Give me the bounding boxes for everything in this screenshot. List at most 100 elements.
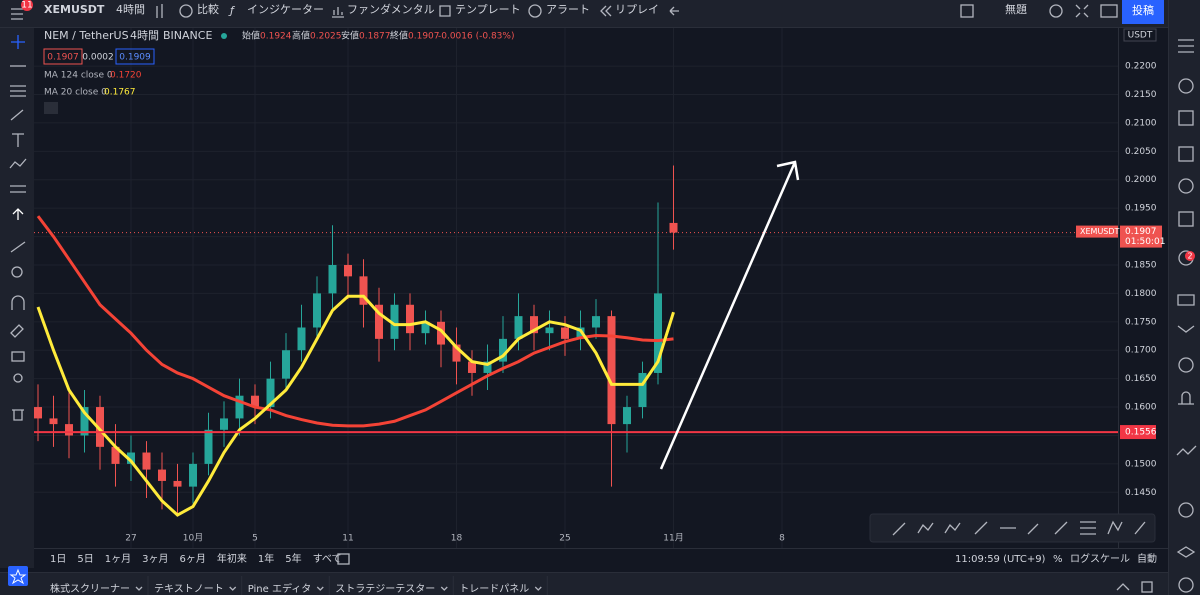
- spread: 0.0002: [82, 53, 114, 63]
- sidebar-icons[interactable]: [1176, 39, 1197, 593]
- legend-exchange: BINANCE: [163, 29, 212, 42]
- range-button[interactable]: 5年: [285, 552, 301, 565]
- candle-body: [669, 222, 678, 233]
- log-toggle[interactable]: ログスケール: [1070, 552, 1130, 565]
- range-button[interactable]: すべて: [313, 553, 342, 565]
- currency-box[interactable]: [1123, 28, 1157, 42]
- candle-body: [251, 395, 259, 408]
- candle-body: [297, 327, 306, 351]
- range-button[interactable]: 1ヶ月: [105, 553, 131, 565]
- right-sidebar: [1168, 0, 1200, 595]
- percent-toggle[interactable]: %: [1053, 554, 1063, 565]
- alert-icon[interactable]: [528, 4, 542, 18]
- y-tick-label: 0.1850: [1125, 260, 1157, 270]
- countdown: 01:50:01: [1125, 237, 1165, 247]
- candle-body: [654, 293, 662, 373]
- fullscreen-icon[interactable]: [1075, 4, 1089, 18]
- candle-body: [220, 418, 228, 430]
- bottom-panel: [0, 572, 1200, 595]
- arrow-annotation[interactable]: [659, 160, 800, 470]
- templates-icon[interactable]: [439, 5, 451, 17]
- ma124-value: 0.1720: [110, 71, 142, 81]
- candle-body: [235, 395, 244, 419]
- replay[interactable]: リプレイ: [615, 3, 659, 16]
- panel-tab[interactable]: 株式スクリーナー: [50, 582, 130, 595]
- indicators[interactable]: インジケーター: [247, 3, 324, 16]
- settings-icon[interactable]: [1049, 4, 1063, 18]
- range-button[interactable]: 1年: [258, 552, 274, 565]
- candle-body: [452, 344, 461, 362]
- panel-tab[interactable]: テキストノート: [154, 584, 224, 595]
- symbol-tag: [1076, 225, 1118, 238]
- high-label: 高値: [292, 30, 310, 42]
- candle-body: [592, 316, 600, 328]
- compare-icon[interactable]: [179, 4, 193, 18]
- candle-body: [421, 321, 430, 334]
- fundamentals-icon[interactable]: [332, 7, 344, 18]
- menu-icon[interactable]: [11, 8, 23, 20]
- hline-tag: [1120, 425, 1156, 440]
- sidebar-badge: [1185, 251, 1195, 261]
- chart-style-icon[interactable]: [156, 4, 163, 18]
- layout-icon[interactable]: [960, 4, 974, 18]
- undo[interactable]: [669, 6, 679, 16]
- layout-name[interactable]: 無題: [1005, 2, 1027, 16]
- legend-pair: NEM / TetherUS: [44, 29, 129, 42]
- watch-button[interactable]: [8, 566, 28, 586]
- alert[interactable]: アラート: [546, 3, 590, 16]
- templates[interactable]: テンプレート: [455, 3, 521, 16]
- publish-button[interactable]: [1122, 0, 1164, 24]
- x-tick-label: 11月: [663, 533, 683, 544]
- plot: 27 10月 5 11 18 25 11月 8: [34, 165, 1118, 544]
- range-button[interactable]: 年初来: [217, 552, 247, 565]
- low-value: 0.1877: [359, 32, 391, 42]
- candle-body: [561, 327, 569, 339]
- candle-body: [173, 480, 182, 487]
- ma20-value: 0.1767: [104, 88, 136, 98]
- candle-body: [111, 446, 120, 464]
- candle-body: [313, 293, 321, 328]
- fundamentals[interactable]: ファンダメンタル: [347, 2, 435, 16]
- hline-label: 0.1556: [1125, 428, 1157, 438]
- tab-arrow: [229, 586, 237, 591]
- compare[interactable]: 比較: [197, 2, 219, 16]
- auto-toggle[interactable]: 自動: [1137, 552, 1157, 565]
- y-tick-label: 0.1450: [1125, 488, 1157, 498]
- y-tick-label: 0.2050: [1125, 147, 1157, 157]
- symbol[interactable]: XEMUSDT: [44, 3, 105, 16]
- fx-icon[interactable]: ƒ: [228, 4, 236, 17]
- candle-body: [34, 407, 42, 419]
- replay-icon[interactable]: [600, 5, 612, 17]
- candle-body: [344, 264, 352, 277]
- candle-body: [65, 424, 73, 436]
- drawing-tools[interactable]: [9, 35, 27, 421]
- publish[interactable]: 投稿: [1132, 3, 1154, 17]
- expand-panel[interactable]: [1116, 583, 1130, 591]
- left-toolbar: [0, 28, 34, 568]
- maximize-panel[interactable]: [1141, 581, 1153, 593]
- favorite-tools[interactable]: [892, 520, 1146, 536]
- top-toolbar: [0, 0, 1200, 27]
- symbol-tag-label: XEMUSDT: [1080, 227, 1120, 236]
- panel-tab[interactable]: ストラテジーテスター: [335, 583, 435, 595]
- collapse-legend[interactable]: [44, 102, 58, 114]
- date-range-icon[interactable]: [337, 553, 350, 565]
- range-button[interactable]: 3ヶ月: [142, 553, 168, 565]
- x-tick-label: 8: [779, 534, 785, 544]
- screenshot-icon[interactable]: [1100, 4, 1118, 18]
- x-tick-label: 18: [451, 534, 463, 544]
- change-value: -0.0016 (-0.83%): [438, 32, 514, 42]
- range-button[interactable]: 5日: [77, 554, 93, 565]
- y-tick-label: 0.1650: [1125, 374, 1157, 384]
- ma20-name: MA 20 close 0: [44, 88, 107, 98]
- candle-body: [328, 264, 337, 294]
- panel-tab[interactable]: トレードパネル: [459, 583, 529, 595]
- range-button[interactable]: 6ヶ月: [180, 553, 206, 565]
- range-button[interactable]: 1日: [50, 554, 66, 565]
- bid-box: [43, 48, 83, 65]
- legend-interval: 4時間: [130, 29, 159, 42]
- panel-tab[interactable]: Pine エディタ: [248, 582, 312, 595]
- interval[interactable]: 4時間: [116, 3, 145, 16]
